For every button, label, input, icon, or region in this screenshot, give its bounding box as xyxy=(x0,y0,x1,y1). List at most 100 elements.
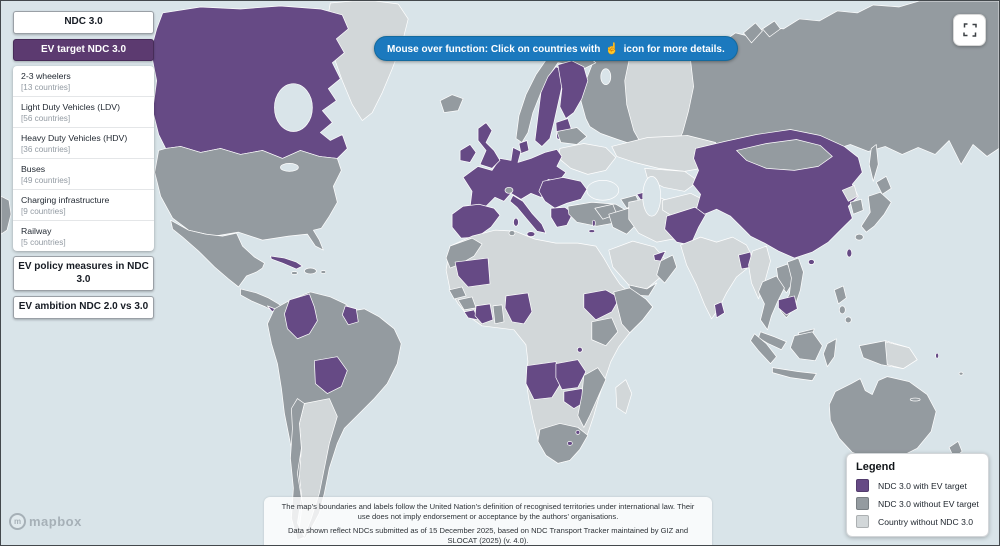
black-sea xyxy=(586,179,620,201)
country-denmark[interactable] xyxy=(518,140,530,154)
sidebar-button-ev-ambition[interactable]: EV ambition NDC 2.0 vs 3.0 xyxy=(13,296,154,319)
country-mexico[interactable] xyxy=(170,219,265,288)
country-rwanda-burundi[interactable] xyxy=(576,346,583,353)
country-greece[interactable] xyxy=(550,206,574,228)
island-puerto-rico[interactable] xyxy=(320,270,327,274)
country-israel[interactable] xyxy=(591,219,596,227)
country-colombia[interactable] xyxy=(284,293,318,340)
country-italy[interactable] xyxy=(509,194,547,234)
sidebar-button-ndc30[interactable]: NDC 3.0 xyxy=(13,11,154,34)
country-nigeria[interactable] xyxy=(504,292,533,325)
country-papua-new-guinea[interactable] xyxy=(884,341,918,369)
country-spain-portugal[interactable] xyxy=(451,203,501,239)
banner-text-before: Mouse over function: Click on countries … xyxy=(387,44,601,55)
sidebar: NDC 3.0 EV target NDC 3.0 2-3 wheelers [… xyxy=(13,11,154,324)
category-count: [9 countries] xyxy=(21,207,66,216)
country-eswatini[interactable] xyxy=(575,430,581,435)
country-mozambique[interactable] xyxy=(577,367,607,428)
island-borneo[interactable] xyxy=(790,331,823,362)
country-south-africa[interactable] xyxy=(537,423,589,464)
island-hispaniola[interactable] xyxy=(304,267,317,275)
country-vanuatu[interactable] xyxy=(935,352,939,359)
country-south-korea[interactable] xyxy=(849,198,864,215)
country-somalia[interactable] xyxy=(613,287,654,334)
country-ghana[interactable] xyxy=(492,304,505,325)
island-sulawesi[interactable] xyxy=(823,338,837,368)
country-zambia[interactable] xyxy=(555,359,587,390)
island-philippines-2[interactable] xyxy=(838,305,846,315)
island-sumatra[interactable] xyxy=(750,333,777,365)
country-finland[interactable] xyxy=(557,60,589,119)
sidebar-item-ldv[interactable]: Light Duty Vehicles (LDV) [56 countries] xyxy=(13,97,154,128)
country-greenland[interactable] xyxy=(325,1,409,121)
country-lesotho[interactable] xyxy=(567,441,573,446)
legend-label: NDC 3.0 with EV target xyxy=(878,480,967,491)
country-sierra-leone-liberia[interactable] xyxy=(463,309,479,321)
island-jamaica[interactable] xyxy=(291,271,298,275)
country-taiwan[interactable] xyxy=(846,248,853,258)
island-novaya-zemlya-2[interactable] xyxy=(762,20,781,38)
country-switzerland[interactable] xyxy=(504,186,514,194)
island-kyushu[interactable] xyxy=(854,233,864,241)
country-guyana[interactable] xyxy=(341,305,359,326)
map-fragment-west[interactable] xyxy=(1,195,12,235)
country-angola[interactable] xyxy=(525,361,563,400)
country-japan[interactable] xyxy=(860,191,892,233)
region-western-europe[interactable] xyxy=(462,147,567,212)
country-kenya[interactable] xyxy=(591,317,619,347)
country-madagascar[interactable] xyxy=(615,379,633,414)
country-cote-divoire[interactable] xyxy=(474,303,494,325)
island-new-caledonia[interactable] xyxy=(909,397,921,402)
island-philippines-3[interactable] xyxy=(844,316,852,324)
country-canada[interactable] xyxy=(150,5,349,159)
island-sardinia[interactable] xyxy=(513,217,519,227)
country-bolivia[interactable] xyxy=(314,356,348,394)
country-fiji[interactable] xyxy=(958,371,964,376)
sidebar-button-ev-target[interactable]: EV target NDC 3.0 xyxy=(13,38,154,61)
sidebar-item-railway[interactable]: Railway [5 countries] xyxy=(13,221,154,251)
country-uae[interactable] xyxy=(653,250,667,262)
country-ukraine[interactable] xyxy=(558,143,617,175)
country-oman[interactable] xyxy=(656,254,677,284)
category-label: Charging infrastructure xyxy=(21,195,110,205)
country-mauritania[interactable] xyxy=(454,257,491,288)
sidebar-item-hdv[interactable]: Heavy Duty Vehicles (HDV) [36 countries] xyxy=(13,128,154,159)
fullscreen-button[interactable] xyxy=(953,14,986,46)
sidebar-item-2-3-wheelers[interactable]: 2-3 wheelers [13 countries] xyxy=(13,66,154,97)
country-belarus[interactable] xyxy=(556,127,588,145)
country-north-korea[interactable] xyxy=(841,184,858,202)
island-novaya-zemlya[interactable] xyxy=(743,22,763,44)
region-balkans-romania[interactable] xyxy=(538,177,588,209)
country-morocco[interactable] xyxy=(445,237,483,269)
island-sicily[interactable] xyxy=(526,231,536,237)
category-label: 2-3 wheelers xyxy=(21,71,71,81)
country-cuba[interactable] xyxy=(270,255,303,270)
island-sakhalin[interactable] xyxy=(868,144,879,182)
country-sweden[interactable] xyxy=(534,66,567,147)
country-iceland[interactable] xyxy=(439,94,464,113)
sidebar-button-ev-policy-measures[interactable]: EV policy measures in NDC 3.0 xyxy=(13,256,154,291)
country-mongolia[interactable] xyxy=(736,139,833,171)
country-ireland[interactable] xyxy=(459,144,477,163)
country-tunisia[interactable] xyxy=(508,230,516,236)
legend-swatch-without-ev-target xyxy=(856,497,869,510)
country-sri-lanka[interactable] xyxy=(714,301,725,319)
sidebar-item-buses[interactable]: Buses [49 countries] xyxy=(13,159,154,190)
country-australia[interactable] xyxy=(828,376,937,461)
country-ethiopia[interactable] xyxy=(583,289,621,321)
island-hokkaido[interactable] xyxy=(875,176,892,195)
country-united-kingdom[interactable] xyxy=(477,122,501,169)
sidebar-item-charging-infrastructure[interactable]: Charging infrastructure [9 countries] xyxy=(13,190,154,221)
region-africa[interactable] xyxy=(445,229,654,464)
country-thailand[interactable] xyxy=(758,275,785,331)
country-senegal[interactable] xyxy=(448,286,467,300)
country-philippines[interactable] xyxy=(833,285,847,305)
mapbox-logo[interactable]: m mapbox xyxy=(9,513,82,530)
island-java[interactable] xyxy=(772,367,817,381)
country-cyprus[interactable] xyxy=(588,229,596,233)
country-india[interactable] xyxy=(680,236,753,320)
legend-label: Country without NDC 3.0 xyxy=(878,516,974,527)
island-hainan[interactable] xyxy=(808,259,815,265)
country-cambodia[interactable] xyxy=(778,295,798,316)
